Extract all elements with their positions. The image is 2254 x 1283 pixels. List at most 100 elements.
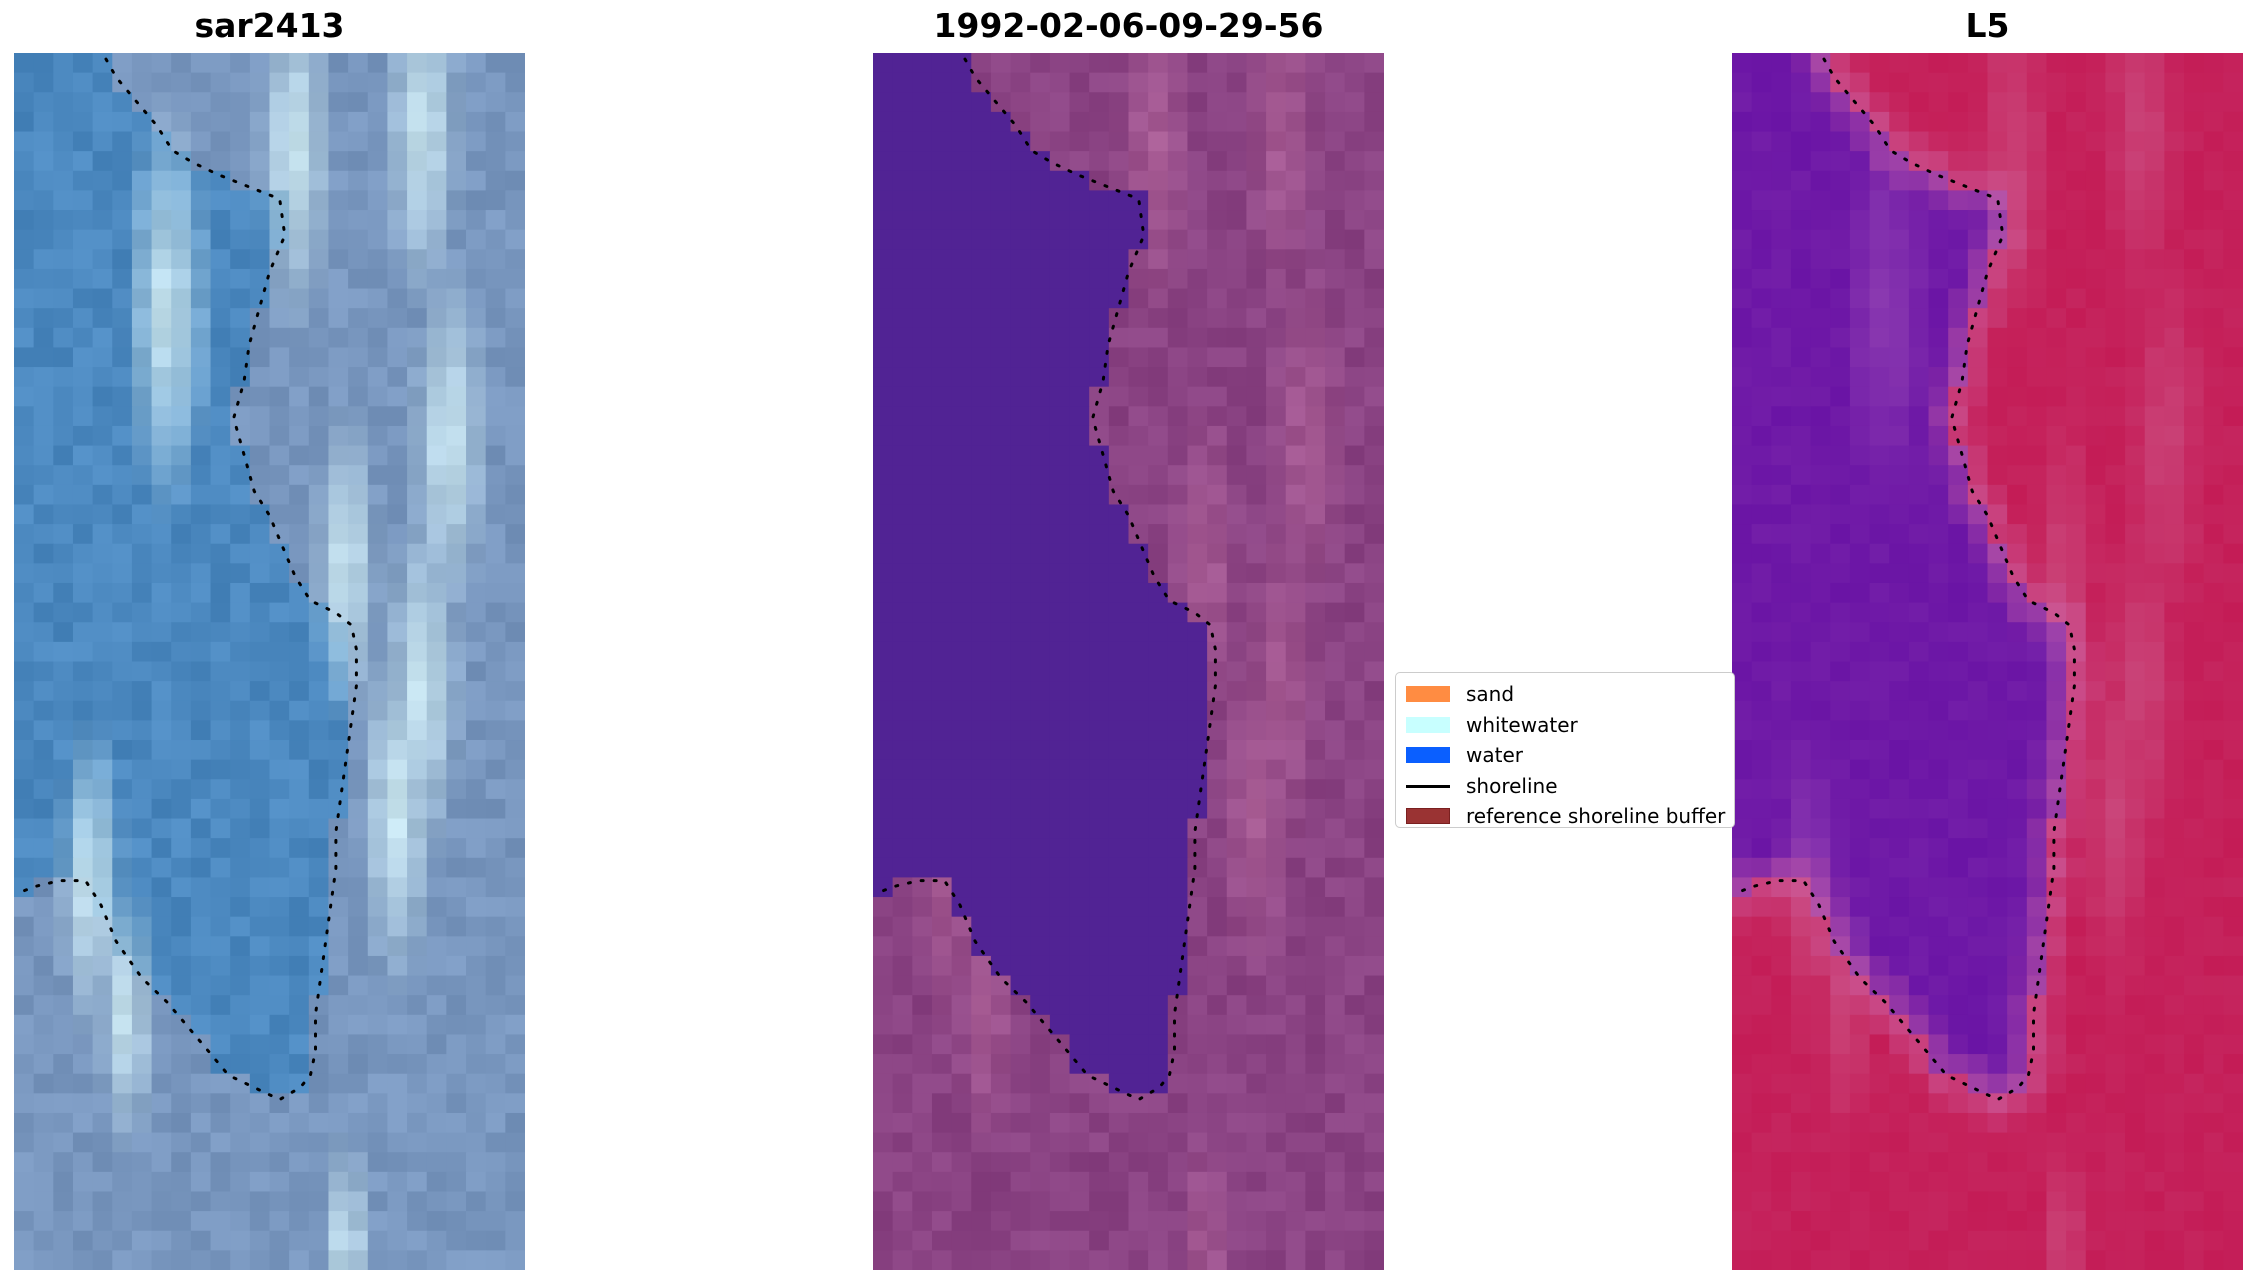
- pixel-cell: [1246, 936, 1267, 957]
- pixel-cell: [1089, 445, 1110, 466]
- pixel-cell: [230, 268, 251, 290]
- pixel-cell: [1849, 602, 1871, 623]
- pixel-cell: [53, 857, 74, 879]
- pixel-cell: [1285, 936, 1306, 957]
- pixel-cell: [367, 857, 389, 879]
- pixel-cell: [308, 1211, 330, 1232]
- pixel-cell: [2085, 1250, 2107, 1270]
- pixel-cell: [971, 53, 992, 74]
- pixel-cell: [1266, 53, 1287, 74]
- pixel-cell: [1967, 53, 1989, 74]
- pixel-cell: [912, 1014, 933, 1036]
- pixel-cell: [2144, 288, 2165, 309]
- pixel-cell: [289, 1250, 310, 1270]
- pixel-cell: [505, 582, 525, 604]
- pixel-cell: [466, 425, 487, 447]
- pixel-cell: [1948, 308, 1969, 329]
- pixel-cell: [1987, 465, 2008, 486]
- pixel-cell: [466, 1034, 487, 1055]
- pixel-cell: [33, 249, 54, 270]
- pixel-cell: [387, 72, 408, 93]
- pixel-cell: [1830, 681, 1851, 702]
- pixel-cell: [2203, 53, 2224, 74]
- pixel-cell: [2184, 936, 2205, 957]
- pixel-cell: [892, 838, 913, 859]
- pixel-cell: [230, 995, 251, 1016]
- pixel-cell: [912, 759, 933, 780]
- pixel-cell: [892, 111, 913, 133]
- pixel-cell: [1226, 111, 1248, 133]
- pixel-cell: [2066, 406, 2087, 427]
- pixel-cell: [72, 1054, 94, 1075]
- pixel-cell: [2223, 563, 2243, 584]
- pixel-cell: [1771, 1034, 1792, 1055]
- pixel-cell: [2066, 131, 2087, 152]
- pixel-cell: [249, 308, 271, 329]
- pixel-cell: [1069, 190, 1090, 211]
- pixel-cell: [446, 53, 467, 74]
- pixel-cell: [2164, 1112, 2185, 1134]
- pixel-cell: [328, 1211, 349, 1232]
- pixel-cell: [2125, 465, 2146, 486]
- pixel-cell: [1810, 1034, 1831, 1055]
- pixel-cell: [1771, 425, 1792, 447]
- pixel-cell: [1285, 740, 1306, 761]
- pixel-cell: [1010, 622, 1031, 643]
- pixel-cell: [1928, 720, 1949, 741]
- pixel-cell: [210, 1034, 231, 1055]
- pixel-cell: [151, 190, 172, 211]
- pixel-cell: [1049, 1191, 1071, 1212]
- pixel-cell: [2046, 897, 2067, 918]
- pixel-cell: [2125, 308, 2146, 329]
- pixel-cell: [2203, 151, 2224, 172]
- pixel-cell: [2144, 857, 2165, 879]
- pixel-cell: [387, 661, 408, 682]
- pixel-cell: [2105, 1152, 2126, 1173]
- pixel-cell: [2203, 543, 2224, 564]
- pixel-cell: [446, 602, 467, 623]
- pixel-cell: [485, 53, 506, 74]
- pixel-cell: [1732, 661, 1753, 682]
- pixel-cell: [1830, 1250, 1851, 1270]
- pixel-cell: [151, 641, 172, 663]
- pixel-cell: [2007, 955, 2028, 977]
- pixel-cell: [1148, 936, 1169, 957]
- pixel-cell: [2223, 131, 2243, 152]
- pixel-cell: [190, 779, 212, 800]
- pixel-cell: [1305, 229, 1326, 250]
- pixel-cell: [92, 170, 113, 191]
- pixel-cell: [1889, 72, 1910, 93]
- pixel-cell: [1889, 210, 1910, 231]
- pixel-cell: [485, 406, 506, 427]
- pixel-cell: [1869, 308, 1890, 329]
- pixel-cell: [1049, 327, 1071, 349]
- pixel-cell: [1305, 111, 1326, 133]
- pixel-cell: [1207, 838, 1228, 859]
- pixel-cell: [1069, 681, 1090, 702]
- pixel-cell: [466, 210, 487, 231]
- pixel-cell: [1325, 229, 1346, 250]
- pixel-cell: [1030, 681, 1051, 702]
- pixel-cell: [1148, 582, 1169, 604]
- pixel-cell: [328, 1191, 349, 1212]
- pixel-cell: [1732, 798, 1753, 820]
- pixel-cell: [1790, 975, 1812, 996]
- pixel-cell: [112, 268, 133, 290]
- pixel-cell: [2026, 72, 2048, 93]
- pixel-cell: [1010, 543, 1031, 564]
- pixel-cell: [92, 465, 113, 486]
- pixel-cell: [1967, 877, 1989, 898]
- pixel-cell: [426, 641, 447, 663]
- pixel-cell: [971, 818, 992, 839]
- pixel-cell: [1849, 92, 1871, 113]
- pixel-cell: [873, 268, 894, 290]
- pixel-cell: [1364, 582, 1384, 604]
- pixel-cell: [1325, 72, 1346, 93]
- pixel-cell: [912, 1054, 933, 1075]
- pixel-cell: [308, 1132, 330, 1153]
- pixel-cell: [210, 622, 231, 643]
- pixel-cell: [328, 288, 349, 309]
- pixel-cell: [407, 210, 428, 231]
- pixel-cell: [505, 1230, 525, 1251]
- pixel-cell: [2105, 661, 2126, 682]
